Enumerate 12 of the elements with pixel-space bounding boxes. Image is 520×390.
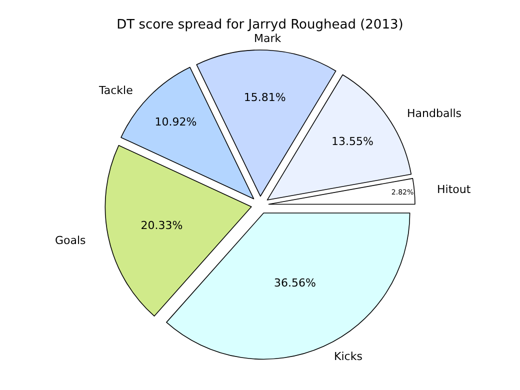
data-label: 20.33% xyxy=(140,218,183,232)
data-label: 15.81% xyxy=(244,90,286,104)
slice-label: Tackle xyxy=(98,84,134,97)
data-label: 10.92% xyxy=(154,116,197,129)
chart-title: DT score spread for Jarryd Roughead (2013) xyxy=(116,18,404,33)
data-label: 13.55% xyxy=(331,134,374,148)
slice-label: Handballs xyxy=(407,107,462,120)
slice-label: Goals xyxy=(55,234,86,247)
slice-label: Mark xyxy=(254,32,282,45)
slice-label: Kicks xyxy=(334,350,363,363)
slice-label: Hitout xyxy=(437,183,472,196)
data-label: 36.56% xyxy=(274,276,316,290)
